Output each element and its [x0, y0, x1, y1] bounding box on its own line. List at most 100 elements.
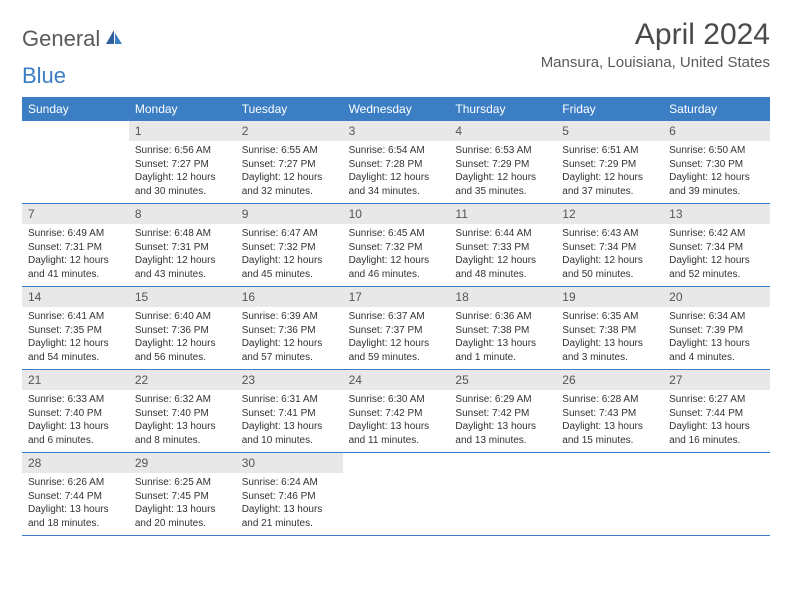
weekday-tuesday: Tuesday	[236, 97, 343, 121]
day-number: 27	[663, 370, 770, 390]
calendar: SundayMondayTuesdayWednesdayThursdayFrid…	[22, 97, 770, 536]
day-number: 24	[343, 370, 450, 390]
sail-icon	[104, 28, 124, 51]
day-number	[556, 453, 663, 473]
day-cell: 14Sunrise: 6:41 AMSunset: 7:35 PMDayligh…	[22, 287, 129, 369]
day-details: Sunrise: 6:50 AMSunset: 7:30 PMDaylight:…	[663, 141, 770, 203]
weekday-wednesday: Wednesday	[343, 97, 450, 121]
day-number: 29	[129, 453, 236, 473]
day-details: Sunrise: 6:24 AMSunset: 7:46 PMDaylight:…	[236, 473, 343, 535]
week-row: 1Sunrise: 6:56 AMSunset: 7:27 PMDaylight…	[22, 121, 770, 204]
day-details: Sunrise: 6:37 AMSunset: 7:37 PMDaylight:…	[343, 307, 450, 369]
day-details: Sunrise: 6:41 AMSunset: 7:35 PMDaylight:…	[22, 307, 129, 369]
week-row: 28Sunrise: 6:26 AMSunset: 7:44 PMDayligh…	[22, 453, 770, 536]
day-number: 22	[129, 370, 236, 390]
day-details: Sunrise: 6:49 AMSunset: 7:31 PMDaylight:…	[22, 224, 129, 286]
day-number: 3	[343, 121, 450, 141]
day-details: Sunrise: 6:35 AMSunset: 7:38 PMDaylight:…	[556, 307, 663, 369]
day-cell: 9Sunrise: 6:47 AMSunset: 7:32 PMDaylight…	[236, 204, 343, 286]
day-cell: 30Sunrise: 6:24 AMSunset: 7:46 PMDayligh…	[236, 453, 343, 535]
day-cell	[663, 453, 770, 535]
weekday-thursday: Thursday	[449, 97, 556, 121]
day-cell: 25Sunrise: 6:29 AMSunset: 7:42 PMDayligh…	[449, 370, 556, 452]
day-number	[343, 453, 450, 473]
logo-text-blue: Blue	[22, 63, 66, 89]
day-number: 30	[236, 453, 343, 473]
day-number: 15	[129, 287, 236, 307]
day-cell: 10Sunrise: 6:45 AMSunset: 7:32 PMDayligh…	[343, 204, 450, 286]
day-cell	[22, 121, 129, 203]
day-details: Sunrise: 6:39 AMSunset: 7:36 PMDaylight:…	[236, 307, 343, 369]
day-details: Sunrise: 6:51 AMSunset: 7:29 PMDaylight:…	[556, 141, 663, 203]
title-block: April 2024 Mansura, Louisiana, United St…	[541, 18, 770, 71]
location: Mansura, Louisiana, United States	[541, 54, 770, 71]
day-cell	[556, 453, 663, 535]
day-number: 16	[236, 287, 343, 307]
day-details: Sunrise: 6:33 AMSunset: 7:40 PMDaylight:…	[22, 390, 129, 452]
day-details: Sunrise: 6:48 AMSunset: 7:31 PMDaylight:…	[129, 224, 236, 286]
day-number: 17	[343, 287, 450, 307]
day-number: 8	[129, 204, 236, 224]
day-number: 23	[236, 370, 343, 390]
day-cell: 18Sunrise: 6:36 AMSunset: 7:38 PMDayligh…	[449, 287, 556, 369]
day-cell: 28Sunrise: 6:26 AMSunset: 7:44 PMDayligh…	[22, 453, 129, 535]
month-title: April 2024	[541, 18, 770, 52]
day-cell: 8Sunrise: 6:48 AMSunset: 7:31 PMDaylight…	[129, 204, 236, 286]
day-number: 25	[449, 370, 556, 390]
day-cell: 29Sunrise: 6:25 AMSunset: 7:45 PMDayligh…	[129, 453, 236, 535]
day-number: 11	[449, 204, 556, 224]
day-details: Sunrise: 6:56 AMSunset: 7:27 PMDaylight:…	[129, 141, 236, 203]
day-number: 21	[22, 370, 129, 390]
day-number: 1	[129, 121, 236, 141]
day-cell: 7Sunrise: 6:49 AMSunset: 7:31 PMDaylight…	[22, 204, 129, 286]
day-details: Sunrise: 6:54 AMSunset: 7:28 PMDaylight:…	[343, 141, 450, 203]
weekday-sunday: Sunday	[22, 97, 129, 121]
day-cell: 20Sunrise: 6:34 AMSunset: 7:39 PMDayligh…	[663, 287, 770, 369]
day-details: Sunrise: 6:30 AMSunset: 7:42 PMDaylight:…	[343, 390, 450, 452]
week-row: 7Sunrise: 6:49 AMSunset: 7:31 PMDaylight…	[22, 204, 770, 287]
day-cell	[343, 453, 450, 535]
day-cell: 4Sunrise: 6:53 AMSunset: 7:29 PMDaylight…	[449, 121, 556, 203]
day-details: Sunrise: 6:31 AMSunset: 7:41 PMDaylight:…	[236, 390, 343, 452]
day-details: Sunrise: 6:27 AMSunset: 7:44 PMDaylight:…	[663, 390, 770, 452]
day-number: 5	[556, 121, 663, 141]
day-number: 2	[236, 121, 343, 141]
day-details: Sunrise: 6:32 AMSunset: 7:40 PMDaylight:…	[129, 390, 236, 452]
day-cell: 11Sunrise: 6:44 AMSunset: 7:33 PMDayligh…	[449, 204, 556, 286]
day-details: Sunrise: 6:55 AMSunset: 7:27 PMDaylight:…	[236, 141, 343, 203]
day-cell: 1Sunrise: 6:56 AMSunset: 7:27 PMDaylight…	[129, 121, 236, 203]
day-number: 9	[236, 204, 343, 224]
day-details: Sunrise: 6:53 AMSunset: 7:29 PMDaylight:…	[449, 141, 556, 203]
day-number: 13	[663, 204, 770, 224]
day-cell: 15Sunrise: 6:40 AMSunset: 7:36 PMDayligh…	[129, 287, 236, 369]
day-cell: 6Sunrise: 6:50 AMSunset: 7:30 PMDaylight…	[663, 121, 770, 203]
day-number: 10	[343, 204, 450, 224]
day-details: Sunrise: 6:47 AMSunset: 7:32 PMDaylight:…	[236, 224, 343, 286]
day-number: 12	[556, 204, 663, 224]
day-cell: 22Sunrise: 6:32 AMSunset: 7:40 PMDayligh…	[129, 370, 236, 452]
weekday-friday: Friday	[556, 97, 663, 121]
day-details: Sunrise: 6:25 AMSunset: 7:45 PMDaylight:…	[129, 473, 236, 535]
day-number	[449, 453, 556, 473]
weekday-header: SundayMondayTuesdayWednesdayThursdayFrid…	[22, 97, 770, 121]
day-number: 18	[449, 287, 556, 307]
day-cell: 17Sunrise: 6:37 AMSunset: 7:37 PMDayligh…	[343, 287, 450, 369]
day-details: Sunrise: 6:28 AMSunset: 7:43 PMDaylight:…	[556, 390, 663, 452]
day-number: 26	[556, 370, 663, 390]
weekday-monday: Monday	[129, 97, 236, 121]
day-cell: 5Sunrise: 6:51 AMSunset: 7:29 PMDaylight…	[556, 121, 663, 203]
day-cell	[449, 453, 556, 535]
day-number: 14	[22, 287, 129, 307]
day-number: 28	[22, 453, 129, 473]
day-number: 19	[556, 287, 663, 307]
day-details: Sunrise: 6:26 AMSunset: 7:44 PMDaylight:…	[22, 473, 129, 535]
day-details: Sunrise: 6:43 AMSunset: 7:34 PMDaylight:…	[556, 224, 663, 286]
day-cell: 21Sunrise: 6:33 AMSunset: 7:40 PMDayligh…	[22, 370, 129, 452]
weekday-saturday: Saturday	[663, 97, 770, 121]
day-cell: 23Sunrise: 6:31 AMSunset: 7:41 PMDayligh…	[236, 370, 343, 452]
day-details: Sunrise: 6:44 AMSunset: 7:33 PMDaylight:…	[449, 224, 556, 286]
day-details: Sunrise: 6:29 AMSunset: 7:42 PMDaylight:…	[449, 390, 556, 452]
day-cell: 16Sunrise: 6:39 AMSunset: 7:36 PMDayligh…	[236, 287, 343, 369]
day-number: 6	[663, 121, 770, 141]
logo-text-general: General	[22, 26, 100, 52]
